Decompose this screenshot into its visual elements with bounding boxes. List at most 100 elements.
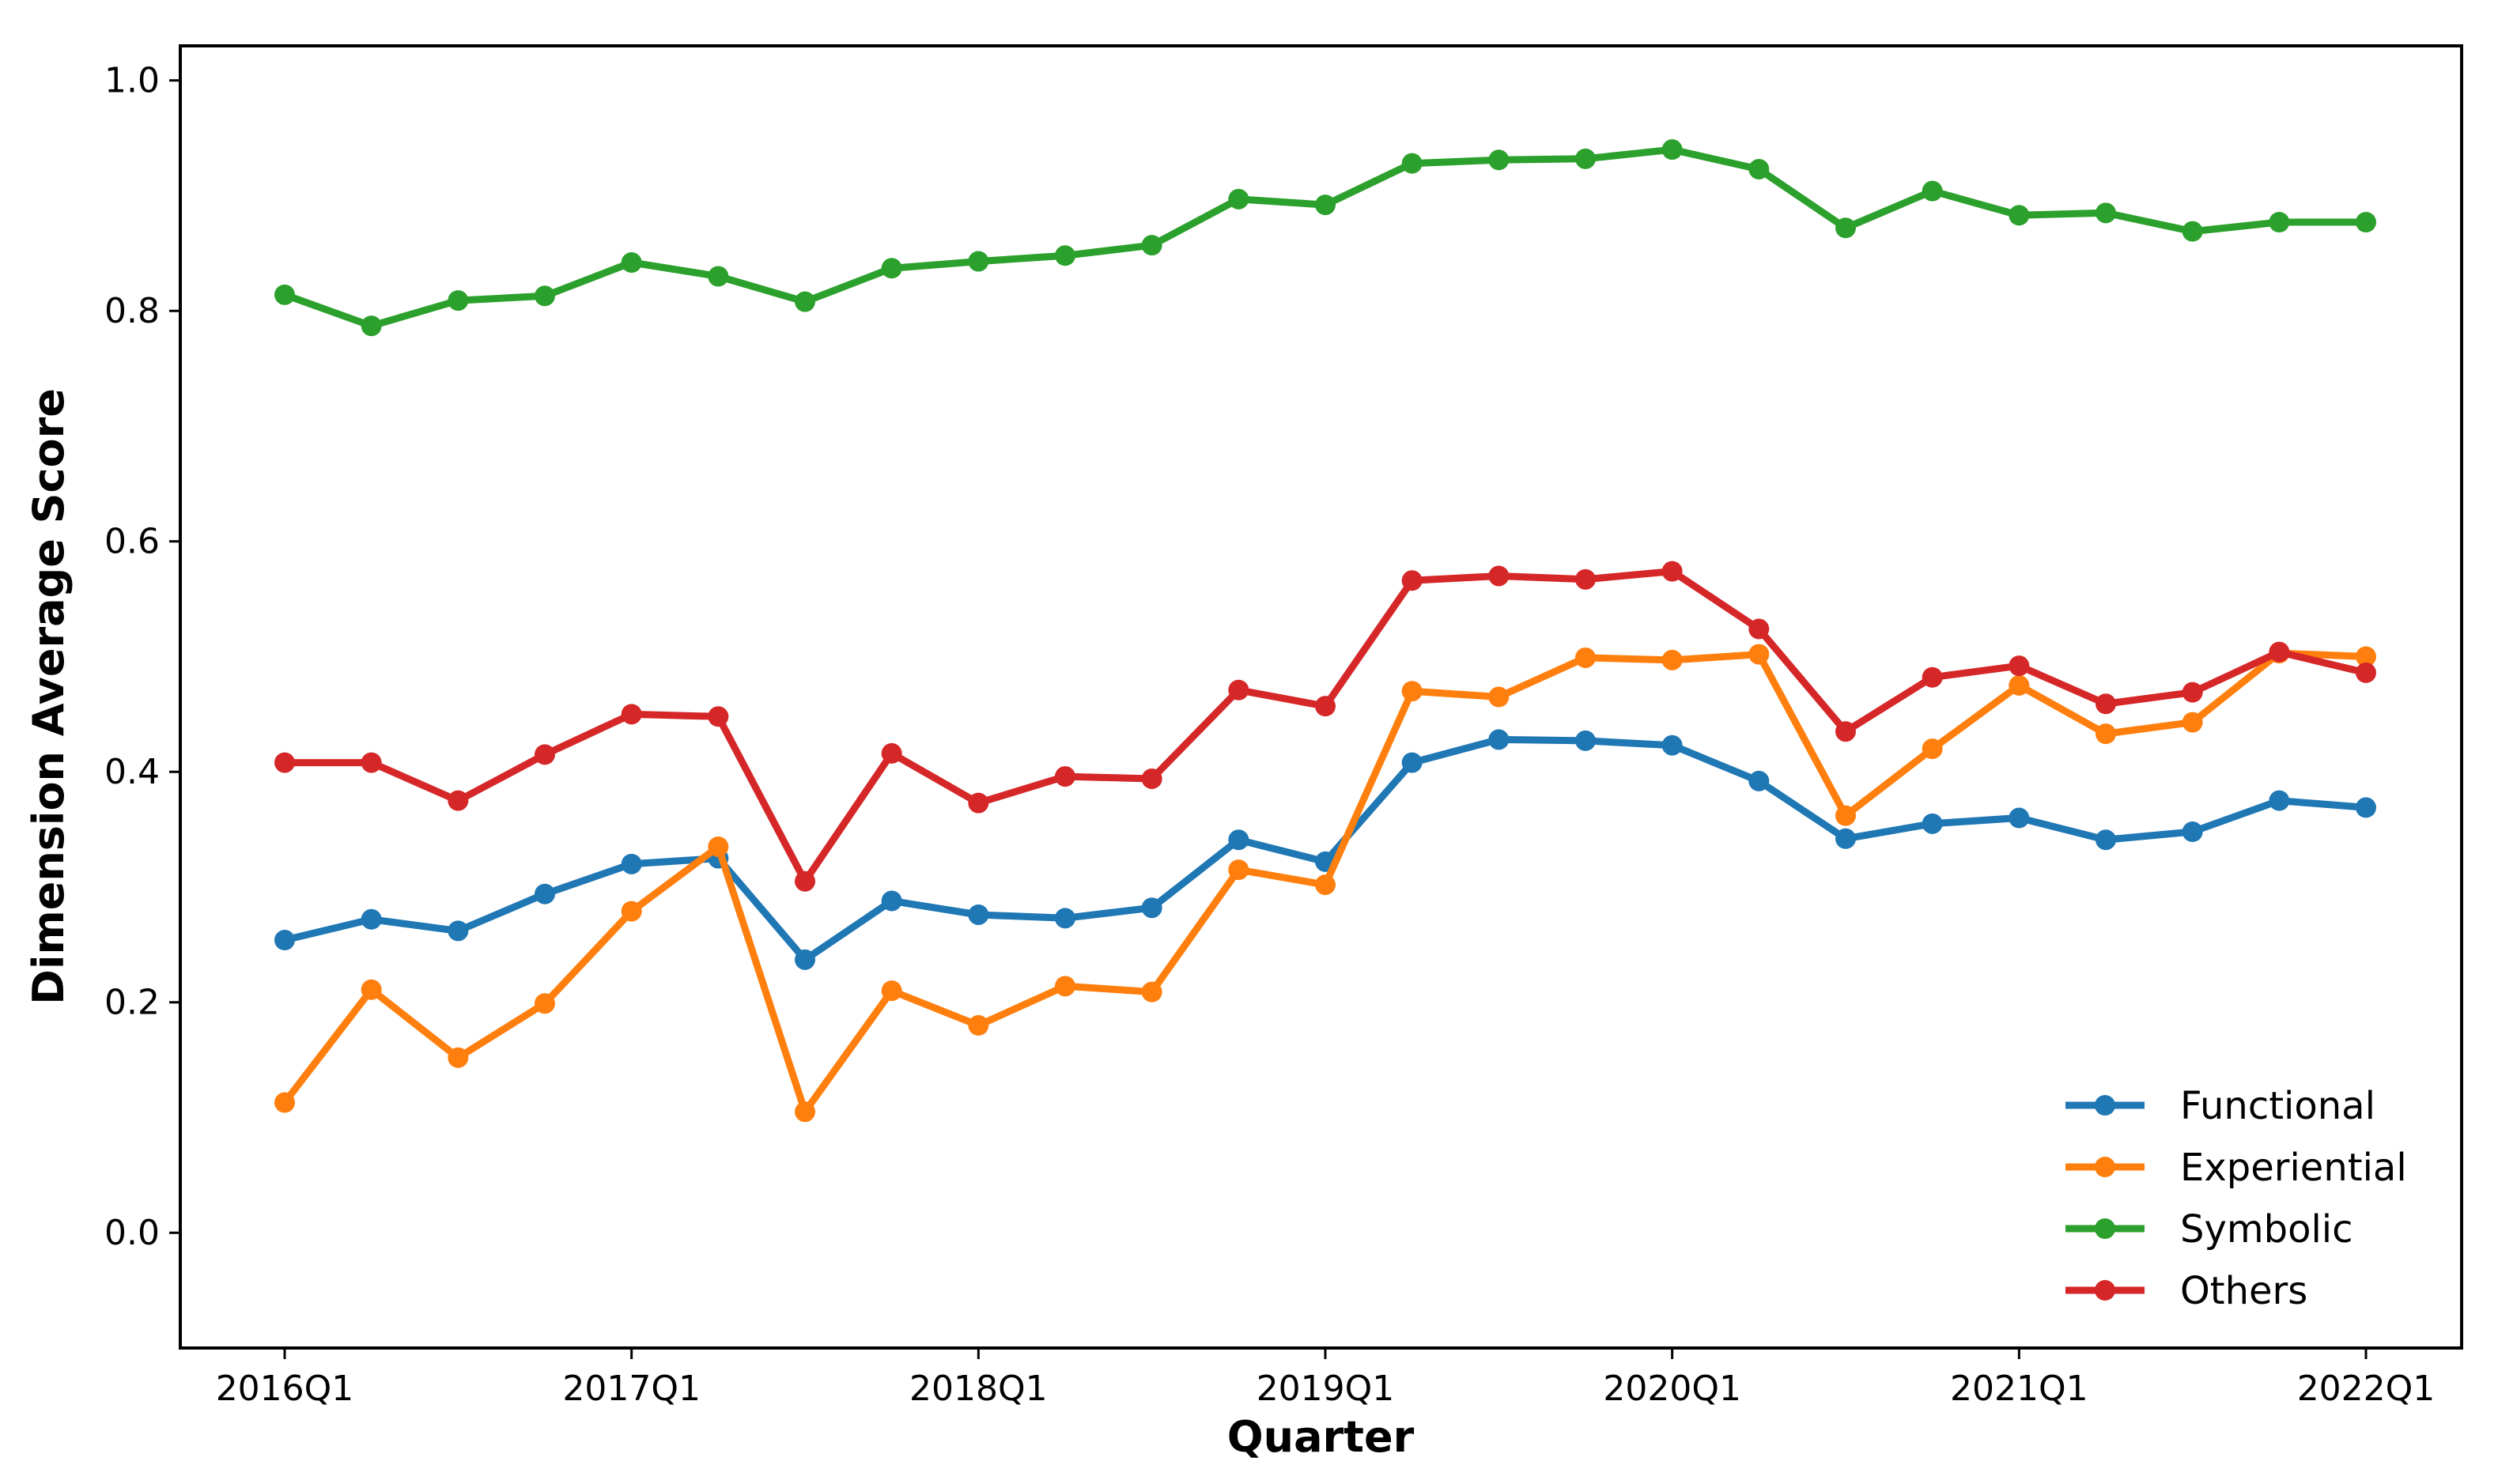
data-point-others	[1922, 666, 1943, 688]
data-point-others	[535, 744, 555, 765]
data-point-experiential	[1748, 644, 1770, 665]
data-point-symbolic	[1055, 245, 1075, 266]
data-point-functional	[2009, 807, 2030, 829]
data-point-symbolic	[448, 290, 469, 312]
x-tick-label: 2022Q1	[2297, 1369, 2436, 1409]
legend-label: Others	[2180, 1269, 2307, 1313]
plot-frame	[179, 44, 2463, 1350]
data-point-symbolic	[621, 252, 642, 274]
data-point-experiential	[1488, 686, 1510, 708]
data-point-symbolic	[968, 251, 989, 272]
data-point-symbolic	[1315, 194, 1336, 216]
data-point-experiential	[2182, 712, 2203, 733]
data-point-experiential	[1315, 874, 1336, 896]
data-point-others	[708, 706, 729, 727]
data-point-functional	[2096, 829, 2116, 851]
data-point-others	[1315, 696, 1336, 717]
data-point-symbolic	[1228, 188, 1249, 210]
data-point-experiential	[795, 1101, 815, 1123]
data-point-functional	[795, 949, 815, 970]
data-point-functional	[361, 908, 382, 930]
y-tick-label: 0.0	[104, 1213, 160, 1253]
x-axis-ticks: 2016Q1 2017Q1 2018Q1 2019Q1 2020Q1 2021Q1 2022…	[216, 1348, 2436, 1409]
data-point-others	[2009, 655, 2030, 677]
data-point-functional	[2269, 790, 2290, 811]
y-tick-label: 0.4	[104, 752, 160, 792]
data-point-others	[1401, 570, 1423, 591]
data-point-experiential	[881, 980, 902, 1002]
data-point-experiential	[2096, 723, 2116, 745]
data-point-experiential	[1141, 981, 1162, 1003]
data-point-functional	[274, 930, 295, 951]
data-point-others	[1661, 561, 1683, 582]
series-layer	[274, 139, 2376, 1123]
data-point-functional	[1228, 829, 1249, 851]
data-point-experiential	[1401, 681, 1423, 702]
series-functional	[274, 729, 2376, 970]
data-point-functional	[2182, 821, 2203, 843]
legend-swatch-marker	[2095, 1095, 2115, 1116]
y-tick-label: 0.8	[104, 291, 160, 331]
x-tick-label: 2018Q1	[909, 1369, 1048, 1409]
data-point-experiential	[968, 1014, 989, 1036]
data-point-others	[2356, 662, 2376, 683]
legend-item-others: Others	[2065, 1269, 2307, 1313]
legend-label: Symbolic	[2180, 1207, 2353, 1252]
data-point-symbolic	[1661, 139, 1683, 160]
data-point-others	[361, 752, 382, 773]
data-point-others	[881, 742, 902, 764]
data-point-others	[2269, 641, 2290, 663]
data-point-experiential	[1922, 738, 1943, 760]
data-point-others	[621, 704, 642, 725]
data-point-others	[1835, 721, 1856, 742]
data-point-functional	[881, 890, 902, 912]
data-point-others	[1055, 766, 1075, 787]
data-point-experiential	[708, 836, 729, 857]
data-point-symbolic	[1835, 217, 1856, 239]
data-point-symbolic	[2182, 221, 2203, 242]
y-tick-label: 0.2	[104, 983, 160, 1023]
series-symbolic	[274, 139, 2376, 337]
data-point-experiential	[1575, 647, 1596, 668]
data-point-symbolic	[1401, 153, 1423, 174]
x-tick-label: 2019Q1	[1257, 1369, 1395, 1409]
legend-swatch-marker	[2095, 1280, 2115, 1301]
data-point-functional	[1748, 770, 1770, 791]
data-point-others	[968, 792, 989, 814]
data-point-experiential	[1055, 976, 1075, 997]
data-point-functional	[1141, 897, 1162, 919]
data-point-others	[1488, 565, 1510, 587]
y-axis-label: Dimension Average Score	[24, 388, 74, 1005]
data-point-experiential	[1661, 649, 1683, 670]
y-tick-label: 1.0	[104, 61, 160, 101]
data-point-functional	[1835, 828, 1856, 849]
data-point-symbolic	[708, 266, 729, 287]
legend-label: Functional	[2180, 1084, 2375, 1128]
data-point-experiential	[621, 901, 642, 922]
data-point-functional	[1661, 734, 1683, 756]
data-point-symbolic	[2356, 212, 2376, 233]
data-point-symbolic	[361, 315, 382, 337]
data-point-symbolic	[1922, 180, 1943, 202]
data-point-symbolic	[2096, 202, 2116, 224]
legend-label: Experiential	[2180, 1146, 2407, 1190]
data-point-others	[2182, 682, 2203, 703]
data-point-symbolic	[1488, 149, 1510, 171]
data-point-experiential	[2009, 674, 2030, 696]
legend-swatch-marker	[2095, 1218, 2115, 1239]
data-point-symbolic	[795, 291, 815, 312]
data-point-symbolic	[1748, 158, 1770, 179]
data-point-experiential	[448, 1047, 469, 1068]
data-point-experiential	[535, 993, 555, 1014]
x-tick-label: 2016Q1	[216, 1369, 354, 1409]
data-point-others	[274, 752, 295, 773]
data-point-others	[448, 790, 469, 811]
data-point-functional	[1055, 908, 1075, 929]
data-point-functional	[2356, 797, 2376, 818]
legend: Functional Experiential Symbolic Others	[2065, 1084, 2407, 1313]
data-point-others	[2096, 693, 2116, 715]
data-point-experiential	[1835, 805, 1856, 826]
data-point-functional	[1922, 813, 1943, 834]
